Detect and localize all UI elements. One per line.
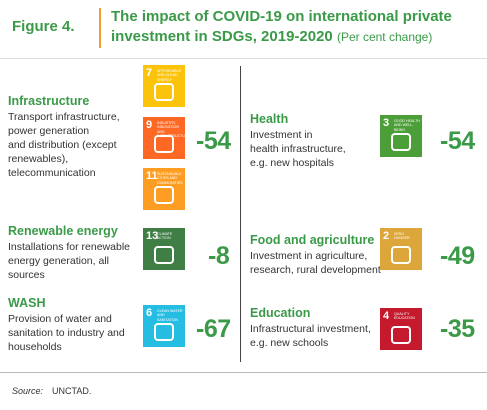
- sector-description: households: [8, 341, 62, 353]
- sector-name: Health: [250, 112, 289, 126]
- sdg-number: 3: [383, 117, 390, 129]
- sdg-icon: 9 INDUSTRY, INNOVATION AND INFRASTRUCTURE: [143, 117, 190, 159]
- sdg-icon: 7 AFFORDABLE AND CLEAN ENERGY: [143, 65, 185, 107]
- figure-label: Figure 4.: [12, 18, 75, 35]
- sector-description: Installations for renewable: [8, 241, 130, 253]
- sector-description: Investment in: [250, 129, 313, 141]
- sector-description: Investment in agriculture,: [250, 250, 368, 262]
- sector-description: Transport infrastructure,: [8, 111, 120, 123]
- top-rule: [0, 58, 487, 59]
- sdg-number: 13: [146, 230, 159, 242]
- sdg-icon: 2 ZERO HUNGER: [380, 228, 422, 270]
- column-divider: [240, 66, 241, 362]
- percent-change: -67: [196, 315, 231, 343]
- bottom-rule: [0, 372, 487, 373]
- sdg-label: SUSTAINABLE CITIES AND COMMUNITIES: [157, 172, 183, 185]
- title-line: investment in SDGs, 2019-2020: [111, 28, 333, 45]
- sector-description: renewables),: [8, 153, 69, 165]
- sdg-number: 9: [146, 119, 153, 131]
- sdg-glyph: [154, 83, 174, 101]
- percent-change: -54: [196, 127, 231, 155]
- sdg-icon: 4 QUALITY EDUCATION: [380, 308, 422, 350]
- sector-name: Education: [250, 306, 311, 320]
- sdg-label: GOOD HEALTH AND WELL-BEING: [394, 119, 420, 132]
- sdg-glyph: [154, 186, 174, 204]
- sdg-glyph: [391, 326, 411, 344]
- sdg-glyph: [391, 133, 411, 151]
- sector-description: and distribution (except: [8, 139, 117, 151]
- sdg-number: 11: [146, 170, 158, 182]
- source-text: UNCTAD.: [52, 386, 92, 396]
- sdg-glyph: [154, 246, 174, 264]
- sector-description: research, rural development: [250, 264, 381, 276]
- sdg-label: AFFORDABLE AND CLEAN ENERGY: [157, 69, 181, 82]
- sdg-label: CLEAN WATER AND SANITATION: [157, 309, 183, 322]
- sector-name: WASH: [8, 296, 46, 310]
- source-label: Source:: [12, 386, 44, 396]
- sdg-label: QUALITY EDUCATION: [394, 312, 415, 321]
- sdg-icon: 11 SUSTAINABLE CITIES AND COMMUNITIES: [143, 168, 185, 210]
- sector-description: power generation: [8, 125, 90, 137]
- percent-change: -49: [440, 242, 475, 270]
- sdg-label: ZERO HUNGER: [394, 232, 410, 241]
- header-rule: [99, 8, 101, 48]
- sdg-icon: 3 GOOD HEALTH AND WELL-BEING: [380, 115, 422, 157]
- sdg-glyph: [154, 135, 174, 153]
- sector-description: sources: [8, 269, 45, 281]
- sdg-number: 4: [383, 310, 390, 322]
- sector-description: health infrastructure,: [250, 143, 346, 155]
- percent-change: -54: [440, 127, 475, 155]
- percent-change: -35: [440, 315, 475, 343]
- sdg-glyph: [391, 246, 411, 264]
- sector-description: sanitation to industry and: [8, 327, 125, 339]
- sector-name: Renewable energy: [8, 224, 118, 238]
- subtitle: (Per cent change): [336, 30, 433, 44]
- sdg-icon: 13 CLIMATE ACTION: [143, 228, 185, 270]
- title-line: investment in SDGs, 2019-2020 (Per cent …: [111, 28, 432, 45]
- sdg-number: 2: [383, 230, 390, 242]
- title-line: The impact of COVID-19 on international …: [111, 8, 452, 25]
- sector-name: Food and agriculture: [250, 233, 375, 247]
- sdg-icon: 6 CLEAN WATER AND SANITATION: [143, 305, 185, 347]
- sdg-label: CLIMATE ACTION: [157, 232, 173, 241]
- sector-description: Provision of water and: [8, 313, 112, 325]
- percent-change: -8: [208, 242, 230, 270]
- sector-description: e.g. new schools: [250, 337, 329, 349]
- sector-name: Infrastructure: [8, 94, 90, 108]
- sdg-number: 6: [146, 307, 153, 319]
- sector-description: Infrastructural investment,: [250, 323, 371, 335]
- sdg-number: 7: [146, 67, 153, 79]
- sdg-glyph: [154, 323, 174, 341]
- sector-description: e.g. new hospitals: [250, 157, 335, 169]
- sector-description: energy generation, all: [8, 255, 109, 267]
- sector-description: telecommunication: [8, 167, 96, 179]
